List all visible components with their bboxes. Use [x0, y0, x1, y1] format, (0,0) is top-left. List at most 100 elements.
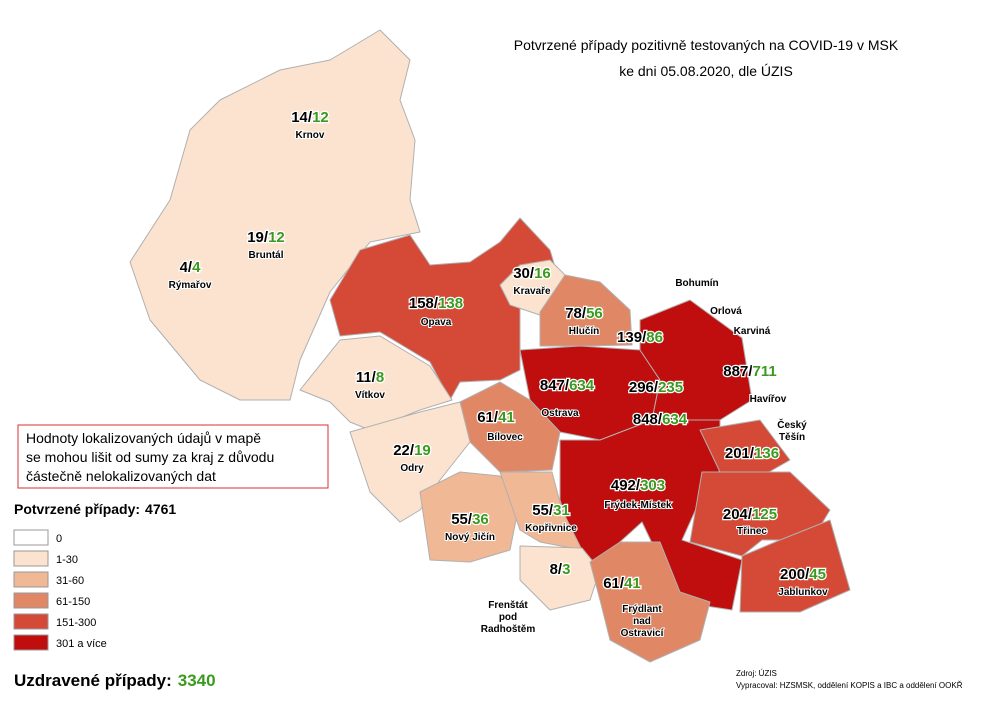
- recovered-count: 31: [553, 502, 570, 519]
- district-value: 55/36: [451, 511, 489, 528]
- district-value: 19/12: [247, 229, 285, 246]
- district-value: 847/634: [540, 377, 595, 394]
- separator: /: [530, 265, 535, 282]
- confirmed-count: 201: [725, 445, 750, 462]
- district-name: Bohumín: [675, 278, 718, 289]
- recovered-count: 41: [498, 409, 515, 426]
- district-name: Orlová: [710, 306, 742, 317]
- confirmed-count: 61: [603, 575, 620, 592]
- separator: /: [642, 329, 647, 346]
- recovered-total-value: 3340: [178, 671, 216, 690]
- recovered-count: 138: [438, 295, 463, 312]
- confirmed-count: 14: [291, 109, 308, 126]
- note-line: Hodnoty lokalizovaných údajů v mapě: [26, 430, 261, 446]
- confirmed-count: 200: [780, 566, 805, 583]
- district-name: Kravaře: [513, 286, 551, 297]
- confirmed-count: 55: [532, 502, 549, 519]
- recovered-count: 136: [754, 445, 779, 462]
- legend-swatch: [13, 634, 49, 651]
- region-karvina: [639, 299, 753, 421]
- confirmed-count: 847: [540, 377, 565, 394]
- recovered-count: 711: [753, 363, 777, 380]
- region-novy-jicin: [419, 471, 521, 563]
- confirmed-count: 55: [451, 511, 468, 528]
- district-name: nad: [633, 616, 651, 627]
- recovered-count: 235: [658, 379, 683, 396]
- separator: /: [264, 229, 269, 246]
- separator: /: [750, 445, 755, 462]
- confirmed-count: 492: [611, 477, 636, 494]
- district-name: Vítkov: [355, 390, 385, 401]
- district-value: 887/711: [723, 363, 776, 380]
- confirmed-count: 848: [633, 411, 658, 428]
- region-frenstat: [519, 545, 601, 611]
- recovered-count: 45: [809, 566, 826, 583]
- legend-label: 31-60: [56, 575, 84, 587]
- district-name: Karviná: [734, 326, 771, 337]
- recovered-count: 19: [414, 442, 431, 459]
- separator: /: [188, 259, 193, 276]
- confirmed-count: 8: [550, 561, 558, 578]
- district-name: Bruntál: [249, 250, 284, 261]
- recovered-count: 8: [376, 369, 384, 386]
- confirmed-count: 887: [723, 363, 748, 380]
- district-name: Český: [777, 418, 807, 431]
- legend-swatch: [13, 592, 49, 609]
- confirmed-count: 78: [565, 305, 582, 322]
- district-name: Jablunkov: [778, 587, 828, 598]
- district-value: 492/303: [611, 477, 665, 494]
- recovered-count: 634: [569, 377, 595, 394]
- district-value: 296/235: [629, 379, 683, 396]
- recovered-count: 12: [312, 109, 329, 126]
- separator: /: [558, 561, 563, 578]
- title-line: Potvrzené případy pozitivně testovaných …: [514, 37, 899, 53]
- separator: /: [434, 295, 439, 312]
- district-value: 200/45: [780, 566, 826, 583]
- legend-label: 0: [56, 533, 62, 545]
- separator: /: [658, 411, 663, 428]
- separator: /: [654, 379, 659, 396]
- recovered-count: 3: [562, 561, 570, 578]
- district-value: 11/8: [356, 369, 384, 386]
- source-box: [730, 655, 990, 697]
- title-line: ke dni 05.08.2020, dle ÚZIS: [619, 63, 793, 79]
- source-line: Zdroj: ÚZIS: [736, 669, 777, 678]
- separator: /: [549, 502, 554, 519]
- district-value: 4/4: [180, 259, 202, 276]
- district-name: Nový Jičín: [445, 532, 495, 543]
- separator: /: [748, 363, 753, 380]
- separator: /: [636, 477, 641, 494]
- separator: /: [748, 506, 753, 523]
- region-vitkov: [299, 335, 453, 431]
- source-line: Vypracoval: HZSMSK, oddělení KOPIS a IBC…: [736, 681, 963, 690]
- district-value: 61/41: [477, 409, 515, 426]
- confirmed-count: 30: [513, 265, 530, 282]
- legend-label: 151-300: [56, 617, 96, 629]
- region-frydlant: [589, 541, 711, 663]
- recovered-count: 12: [268, 229, 285, 246]
- district-value: 22/19: [393, 442, 431, 459]
- recovered-count: 86: [646, 329, 663, 346]
- district-name: Odry: [400, 463, 424, 474]
- confirmed-count: 4: [180, 259, 189, 276]
- district-name: Ostravicí: [621, 628, 665, 639]
- confirmed-total: Potvrzené případy: 4761: [14, 501, 176, 517]
- confirmed-count: 22: [393, 442, 410, 459]
- recovered-count: 56: [586, 305, 603, 322]
- separator: /: [410, 442, 415, 459]
- region-west: [129, 29, 421, 401]
- district-name: Bílovec: [487, 432, 523, 443]
- district-name: Radhoštěm: [481, 624, 536, 635]
- note-line: částečně nelokalizovaných dat: [26, 468, 216, 484]
- recovered-count: 4: [192, 259, 201, 276]
- district-value: 61/41: [603, 575, 641, 592]
- recovered-count: 303: [640, 477, 665, 494]
- district-name: Hlučín: [569, 326, 600, 337]
- separator: /: [372, 369, 377, 386]
- confirmed-count: 11: [356, 369, 372, 386]
- confirmed-count: 158: [409, 295, 434, 312]
- labels: Potvrzené případy pozitivně testovaných …: [13, 37, 963, 690]
- separator: /: [805, 566, 810, 583]
- separator: /: [620, 575, 625, 592]
